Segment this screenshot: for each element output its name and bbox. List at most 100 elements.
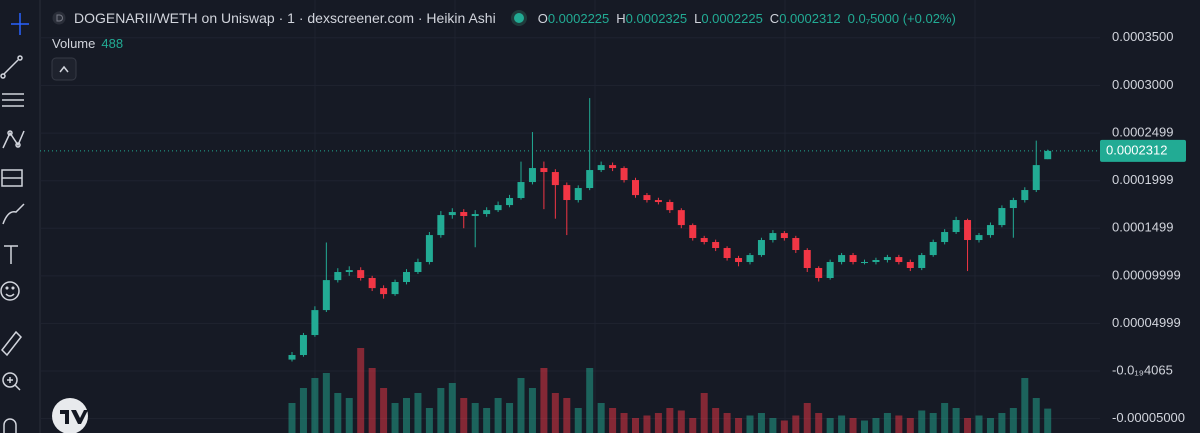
volume-label: Volume [52, 36, 96, 51]
candles [40, 98, 1100, 362]
volume-bar [815, 413, 823, 433]
volume-bar [872, 418, 880, 433]
ohlc-value: 0.0002312 [779, 10, 841, 26]
candle-body [528, 168, 536, 183]
candle-body [723, 248, 731, 259]
volume-bar [1032, 398, 1040, 433]
lines-tool[interactable] [2, 93, 24, 107]
last-price-box [1100, 139, 1186, 162]
candle-body [632, 180, 639, 196]
candle-body [883, 257, 891, 261]
ruler-tool[interactable] [1, 330, 22, 357]
volume-bar [540, 368, 548, 433]
crosshair-tool[interactable] [11, 13, 29, 35]
volume-bar [780, 420, 788, 433]
y-tick-label: 0.0001499 [1112, 220, 1173, 235]
candle-body [517, 182, 525, 199]
symbol-title: DOGENARII/WETH on Uniswap · 1 · dexscree… [74, 10, 496, 26]
ohlc-key: H [616, 10, 626, 26]
candle-body [506, 198, 514, 206]
y-tick-label: 0.0002499 [1112, 125, 1173, 140]
brush-tool[interactable] [2, 203, 25, 225]
volume-bar [689, 418, 697, 433]
volume-bar [826, 418, 834, 433]
candle-body [941, 232, 949, 243]
candle-body [437, 215, 445, 236]
candle-body [654, 200, 662, 203]
candle-body [998, 208, 1006, 226]
candle-body [986, 225, 994, 236]
volume-bar [1021, 378, 1029, 433]
candle-body [872, 260, 880, 263]
volume-bar [448, 383, 456, 433]
volume-bar [437, 388, 445, 433]
volume-bar [609, 408, 617, 433]
candle-body [895, 257, 903, 263]
candle-body [1044, 150, 1052, 160]
volume-bar [964, 418, 972, 433]
ohlc-value: 0.0002225 [701, 10, 763, 26]
toolbar [0, 0, 41, 433]
fib-tool[interactable] [1, 169, 23, 187]
candle-body [357, 270, 365, 279]
candle-body [815, 268, 823, 279]
volume-bar [368, 368, 376, 433]
collapse-button[interactable] [51, 57, 77, 81]
candle-body [906, 262, 914, 269]
volume-bar [986, 418, 994, 433]
volume-pane [288, 348, 1052, 433]
volume-bar [861, 420, 868, 433]
trend-line-tool[interactable] [0, 55, 23, 79]
volume-bar [757, 413, 765, 433]
candle-body [769, 233, 777, 241]
candle-body [483, 210, 491, 215]
volume-bar [677, 410, 685, 433]
candle-body [299, 335, 307, 356]
volume-bar [735, 418, 743, 433]
candle-body [757, 240, 765, 256]
pattern-tool[interactable] [2, 130, 25, 149]
volume-bar [929, 413, 937, 433]
volume-bar [414, 393, 422, 433]
candle-body [975, 235, 983, 241]
volume-bar [666, 408, 674, 433]
candle-body [861, 262, 868, 264]
volume-bar [883, 413, 891, 433]
candle-body [460, 212, 468, 217]
candle-body [849, 255, 857, 263]
magnet-tool[interactable] [3, 418, 17, 433]
status-dot [513, 13, 524, 23]
candle-body [494, 205, 502, 211]
candle-body [803, 250, 811, 269]
volume-bar [838, 415, 846, 433]
time-grid [314, 0, 976, 433]
volume-bar [460, 398, 468, 433]
volume-bar [380, 388, 388, 433]
volume-bar [895, 415, 903, 433]
volume-bar [803, 403, 811, 433]
candle-body [551, 172, 559, 186]
candle-body [643, 195, 651, 201]
candle-body [368, 278, 376, 289]
volume-bar [345, 398, 353, 433]
candle-body [1009, 200, 1017, 209]
last-price-label: 0.0002312 [1106, 142, 1167, 157]
logo[interactable] [52, 398, 88, 433]
candle-body [609, 165, 617, 169]
text-tool[interactable] [4, 245, 18, 264]
volume-bar [654, 413, 662, 433]
volume-bar [299, 388, 307, 433]
candle-body [929, 242, 937, 256]
change: 0.0₇5000 (+0.02%) [847, 10, 956, 26]
candle-body [311, 310, 319, 336]
volume-bar [723, 413, 731, 433]
volume-bar [288, 403, 296, 433]
volume-bar [792, 415, 800, 433]
candle-body [735, 258, 743, 263]
zoom-tool[interactable] [2, 372, 21, 391]
volume-bar [643, 415, 651, 433]
candle-body [471, 214, 479, 217]
emoji-tool[interactable] [0, 281, 20, 301]
volume-bar [700, 393, 708, 433]
